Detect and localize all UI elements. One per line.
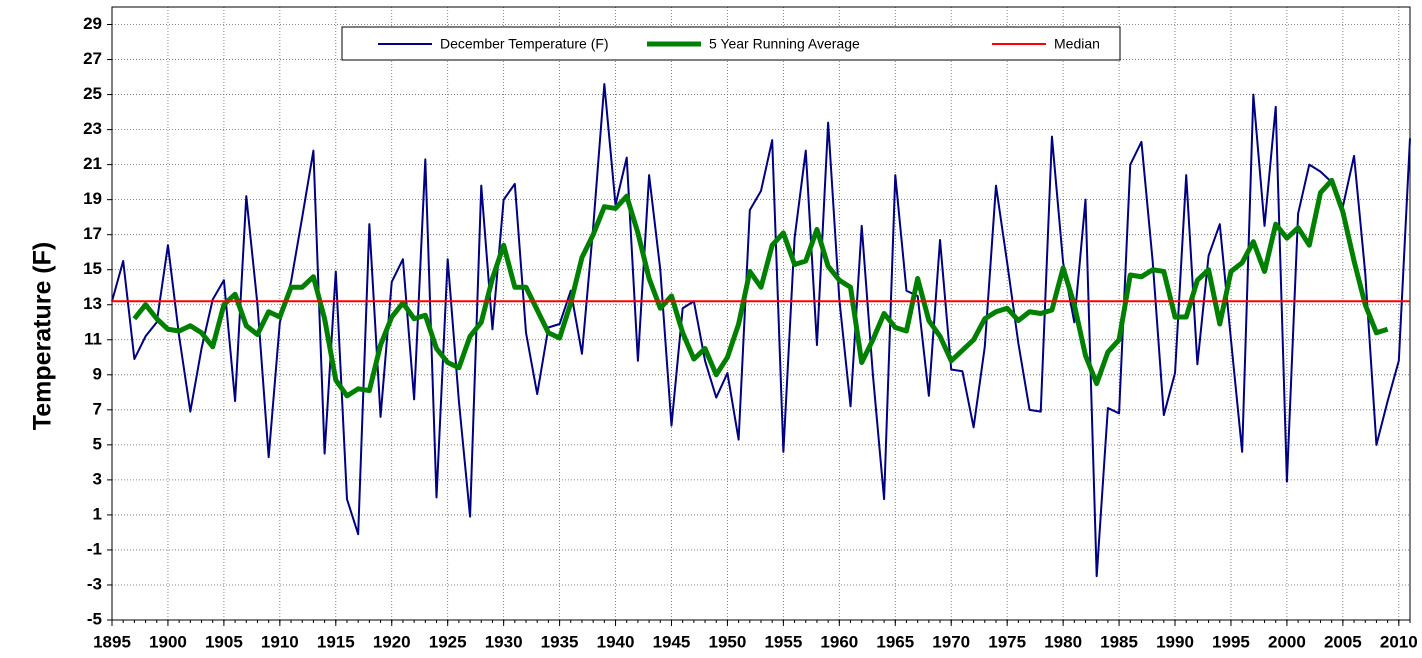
legend-label: 5 Year Running Average — [709, 36, 860, 52]
y-tick-label: -1 — [87, 539, 102, 558]
x-tick-label: 1915 — [317, 632, 355, 651]
x-tick-label: 1950 — [709, 632, 747, 651]
x-tick-label: 2000 — [1268, 632, 1306, 651]
x-tick-label: 2005 — [1324, 632, 1362, 651]
x-tick-label: 1925 — [429, 632, 467, 651]
x-tick-label: 1960 — [820, 632, 858, 651]
y-tick-label: -3 — [87, 574, 102, 593]
x-tick-label: 1935 — [541, 632, 579, 651]
x-tick-label: 1990 — [1156, 632, 1194, 651]
y-tick-label: 29 — [83, 14, 102, 33]
y-tick-label: 5 — [93, 434, 102, 453]
y-tick-label: 9 — [93, 364, 102, 383]
x-tick-label: 1980 — [1044, 632, 1082, 651]
x-tick-label: 1975 — [988, 632, 1026, 651]
y-tick-label: 3 — [93, 469, 102, 488]
y-tick-label: 13 — [83, 294, 102, 313]
y-tick-label: 1 — [93, 504, 102, 523]
series-line — [132, 177, 1389, 399]
x-tick-label: 2010 — [1380, 632, 1418, 651]
x-tick-label: 1930 — [485, 632, 523, 651]
x-tick-label: 1995 — [1212, 632, 1250, 651]
y-tick-label: 15 — [83, 259, 102, 278]
x-tick-label: 1945 — [653, 632, 691, 651]
y-tick-label: 11 — [84, 329, 102, 348]
y-axis-label: Temperature (F) — [29, 242, 57, 430]
x-tick-label: 1920 — [373, 632, 411, 651]
x-tick-label: 1900 — [149, 632, 187, 651]
y-tick-label: 7 — [93, 399, 102, 418]
x-tick-label: 1985 — [1100, 632, 1138, 651]
x-tick-label: 1940 — [597, 632, 635, 651]
y-tick-label: -5 — [87, 609, 102, 628]
legend-label: December Temperature (F) — [440, 36, 609, 52]
x-tick-label: 1910 — [261, 632, 299, 651]
plot-border — [111, 6, 1411, 621]
y-tick-label: 21 — [83, 154, 102, 173]
x-tick-label: 1905 — [205, 632, 243, 651]
legend-box — [341, 26, 1121, 61]
x-tick-label: 1895 — [93, 632, 131, 651]
y-tick-label: 17 — [83, 224, 102, 243]
y-tick-label: 23 — [83, 119, 102, 138]
y-tick-label: 25 — [83, 84, 102, 103]
x-tick-label: 1970 — [932, 632, 970, 651]
legend: December Temperature (F) 5 Year Running A… — [341, 26, 1121, 61]
y-tick-label: 19 — [83, 189, 102, 208]
x-tick-label: 1965 — [876, 632, 914, 651]
y-tick-label: 27 — [83, 49, 102, 68]
x-tick-label: 1955 — [764, 632, 802, 651]
legend-label: Median — [1054, 36, 1100, 52]
